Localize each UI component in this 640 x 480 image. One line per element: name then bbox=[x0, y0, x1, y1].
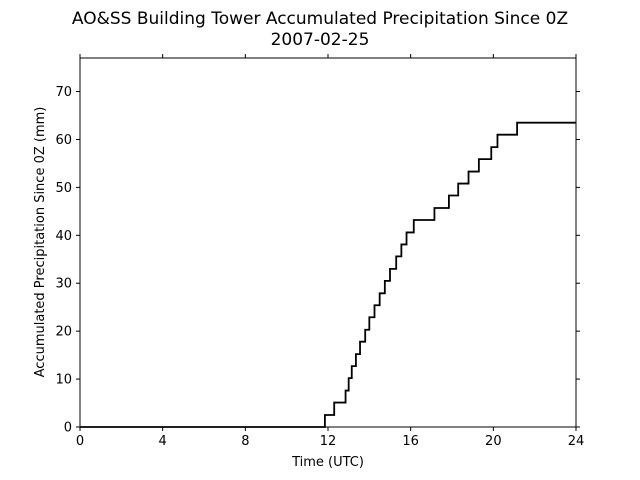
plot-area: 0 4 8 12 16 20 24 0 10 20 30 40 50 60 70 bbox=[55, 54, 584, 449]
y-tick-label: 70 bbox=[55, 85, 72, 100]
x-tick-label: 16 bbox=[402, 434, 419, 449]
plot-frame bbox=[79, 57, 577, 428]
y-tick-label: 50 bbox=[55, 181, 72, 196]
x-tick-label: 12 bbox=[320, 434, 337, 449]
y-tick-label: 0 bbox=[64, 421, 72, 436]
x-tick-label: 4 bbox=[159, 434, 167, 449]
x-tick-label: 24 bbox=[568, 434, 585, 449]
y-tick-label: 10 bbox=[55, 373, 72, 388]
y-axis-label: Accumulated Precipitation Since 0Z (mm) bbox=[33, 107, 48, 378]
series-line-0 bbox=[80, 121, 576, 428]
x-tick-label: 20 bbox=[485, 434, 502, 449]
y-tick-label: 20 bbox=[55, 325, 72, 340]
y-tick-label: 30 bbox=[55, 277, 72, 292]
y-tick-label: 40 bbox=[55, 229, 72, 244]
chart-title: AO&SS Building Tower Accumulated Precipi… bbox=[72, 9, 568, 29]
y-tick-label: 60 bbox=[55, 133, 72, 148]
chart-subtitle: 2007-02-25 bbox=[271, 30, 370, 50]
x-tick-label: 0 bbox=[76, 434, 84, 449]
x-tick-label: 8 bbox=[241, 434, 249, 449]
x-axis-label: Time (UTC) bbox=[291, 455, 364, 470]
